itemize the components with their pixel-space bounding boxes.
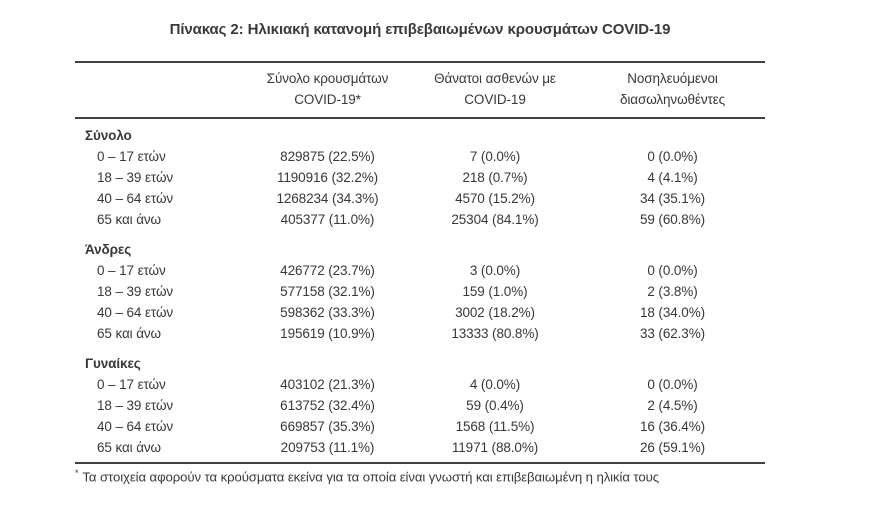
header-intubated-line2: διασωληνωθέντες xyxy=(619,92,726,107)
table-row: 40 – 64 ετών 669857 (35.3%) 1568 (11.5%)… xyxy=(75,416,765,437)
age-group-label: 65 και άνω xyxy=(97,440,162,455)
age-group-label: 40 – 64 ετών xyxy=(97,191,174,206)
age-group-label: 65 και άνω xyxy=(97,212,162,227)
deaths-cell: 3 (0.0%) xyxy=(469,263,521,278)
cases-cell: 209753 (11.1%) xyxy=(280,440,375,455)
intubated-cell: 2 (3.8%) xyxy=(647,284,698,299)
table-row: 65 και άνω 209753 (11.1%) 11971 (88.0%) … xyxy=(75,437,765,463)
age-group-label: 40 – 64 ετών xyxy=(97,305,174,320)
cases-cell: 405377 (11.0%) xyxy=(280,212,375,227)
cases-cell: 613752 (32.4%) xyxy=(280,398,375,413)
table-header: Σύνολο κρουσμάτων COVID-19* Θάνατοι ασθε… xyxy=(75,62,765,118)
section-label: Γυναίκες xyxy=(85,356,141,371)
age-group-label: 18 – 39 ετών xyxy=(97,284,174,299)
deaths-cell: 1568 (11.5%) xyxy=(455,419,535,434)
cases-cell: 1190916 (32.2%) xyxy=(276,170,379,185)
section-label: Σύνολο xyxy=(85,128,132,143)
table-row: 0 – 17 ετών 426772 (23.7%) 3 (0.0%) 0 (0… xyxy=(75,260,765,281)
deaths-cell: 3002 (18.2%) xyxy=(455,305,535,320)
deaths-cell: 218 (0.7%) xyxy=(462,170,528,185)
table-body: Σύνολο 0 – 17 ετών 829875 (22.5%) 7 (0.0… xyxy=(75,118,765,463)
section-header-men: Άνδρες xyxy=(75,230,765,260)
table-row: 18 – 39 ετών 613752 (32.4%) 59 (0.4%) 2 … xyxy=(75,395,765,416)
header-row: Σύνολο κρουσμάτων COVID-19* Θάνατοι ασθε… xyxy=(75,62,765,118)
section-header-total: Σύνολο xyxy=(75,118,765,146)
cases-cell: 1268234 (34.3%) xyxy=(276,191,379,206)
header-deaths-line2: COVID-19 xyxy=(464,92,526,107)
deaths-cell: 4 (0.0%) xyxy=(469,377,521,392)
cases-cell: 195619 (10.9%) xyxy=(280,326,375,341)
cases-cell: 577158 (32.1%) xyxy=(280,284,375,299)
age-group-label: 0 – 17 ετών xyxy=(97,377,166,392)
intubated-cell: 0 (0.0%) xyxy=(647,263,698,278)
intubated-cell: 33 (62.3%) xyxy=(639,326,706,341)
covid-age-distribution-table: Σύνολο κρουσμάτων COVID-19* Θάνατοι ασθε… xyxy=(75,61,765,464)
deaths-cell: 4570 (15.2%) xyxy=(455,191,535,206)
header-total-cases-line1: Σύνολο κρουσμάτων xyxy=(266,71,389,86)
age-group-label: 65 και άνω xyxy=(97,326,162,341)
intubated-cell: 18 (34.0%) xyxy=(639,305,706,320)
header-total-cases: Σύνολο κρουσμάτων COVID-19* xyxy=(245,62,410,118)
header-empty-cell xyxy=(75,62,245,118)
age-group-label: 18 – 39 ετών xyxy=(97,398,174,413)
table-row: 0 – 17 ετών 403102 (21.3%) 4 (0.0%) 0 (0… xyxy=(75,374,765,395)
intubated-cell: 4 (4.1%) xyxy=(647,170,698,185)
age-group-label: 0 – 17 ετών xyxy=(97,149,166,164)
footnote-asterisk: * xyxy=(75,468,79,478)
intubated-cell: 0 (0.0%) xyxy=(647,377,698,392)
intubated-cell: 59 (60.8%) xyxy=(639,212,706,227)
intubated-cell: 0 (0.0%) xyxy=(647,149,698,164)
intubated-cell: 34 (35.1%) xyxy=(639,191,706,206)
intubated-cell: 26 (59.1%) xyxy=(639,440,706,455)
table-title: Πίνακας 2: Ηλικιακή κατανομή επιβεβαιωμέ… xyxy=(169,21,671,38)
section-header-women: Γυναίκες xyxy=(75,344,765,374)
section-label: Άνδρες xyxy=(85,242,132,257)
table-row: 65 και άνω 405377 (11.0%) 25304 (84.1%) … xyxy=(75,209,765,230)
table-row: 65 και άνω 195619 (10.9%) 13333 (80.8%) … xyxy=(75,323,765,344)
footnote-text: Τα στοιχεία αφορούν τα κρούσματα εκείνα … xyxy=(82,469,659,485)
table-row: 18 – 39 ετών 1190916 (32.2%) 218 (0.7%) … xyxy=(75,167,765,188)
intubated-cell: 2 (4.5%) xyxy=(647,398,698,413)
deaths-cell: 13333 (80.8%) xyxy=(451,326,539,341)
footnote: * Τα στοιχεία αφορούν τα κρούσματα εκείνα… xyxy=(75,468,765,484)
header-deaths: Θάνατοι ασθενών με COVID-19 xyxy=(410,62,580,118)
cases-cell: 426772 (23.7%) xyxy=(280,263,375,278)
cases-cell: 598362 (33.3%) xyxy=(280,305,375,320)
age-group-label: 40 – 64 ετών xyxy=(97,419,174,434)
age-group-label: 0 – 17 ετών xyxy=(97,263,166,278)
table-block: Πίνακας 2: Ηλικιακή κατανομή επιβεβαιωμέ… xyxy=(75,0,765,484)
header-deaths-line1: Θάνατοι ασθενών με xyxy=(434,71,556,86)
cases-cell: 403102 (21.3%) xyxy=(280,377,375,392)
table-row: 18 – 39 ετών 577158 (32.1%) 159 (1.0%) 2… xyxy=(75,281,765,302)
cases-cell: 829875 (22.5%) xyxy=(280,149,375,164)
deaths-cell: 11971 (88.0%) xyxy=(451,440,539,455)
table-row: 0 – 17 ετών 829875 (22.5%) 7 (0.0%) 0 (0… xyxy=(75,146,765,167)
deaths-cell: 7 (0.0%) xyxy=(469,149,521,164)
table-row: 40 – 64 ετών 598362 (33.3%) 3002 (18.2%)… xyxy=(75,302,765,323)
deaths-cell: 25304 (84.1%) xyxy=(451,212,539,227)
header-total-cases-line2: COVID-19* xyxy=(294,92,361,107)
header-intubated: Νοσηλευόμενοι διασωληνωθέντες xyxy=(580,62,765,118)
deaths-cell: 159 (1.0%) xyxy=(462,284,528,299)
cases-cell: 669857 (35.3%) xyxy=(280,419,375,434)
intubated-cell: 16 (36.4%) xyxy=(639,419,706,434)
header-intubated-line1: Νοσηλευόμενοι xyxy=(627,71,718,86)
table-row: 40 – 64 ετών 1268234 (34.3%) 4570 (15.2%… xyxy=(75,188,765,209)
deaths-cell: 59 (0.4%) xyxy=(466,398,524,413)
age-group-label: 18 – 39 ετών xyxy=(97,170,174,185)
